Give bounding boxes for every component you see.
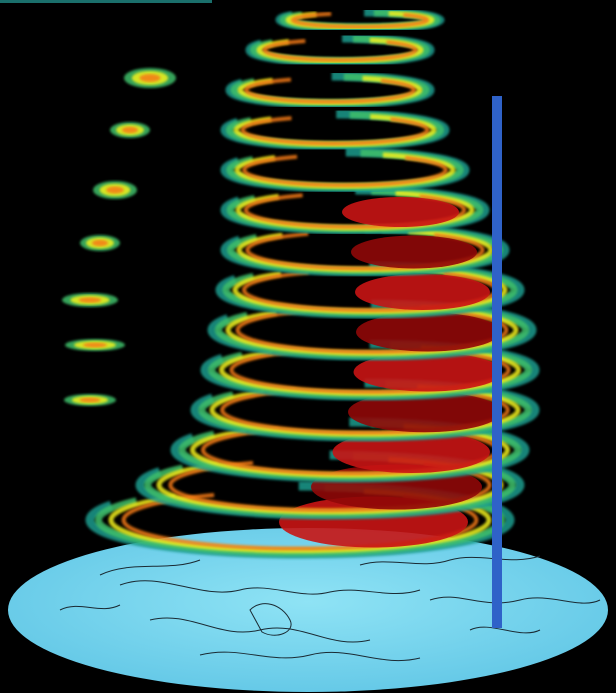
vortex-fragment [80, 235, 120, 251]
coastline-outline [119, 580, 421, 595]
coastline-outline [359, 555, 541, 566]
coastline-outline [429, 596, 601, 604]
vortex-fragment [110, 122, 150, 138]
coastline-outlines [59, 555, 601, 662]
vortex-band [225, 71, 435, 109]
vortex-fragment [124, 68, 176, 88]
vortex-fragment [64, 394, 116, 406]
vortex-band [220, 185, 490, 235]
coastline-outline [99, 559, 201, 576]
vortex-bands [62, 7, 540, 559]
vortex-fragment [62, 293, 118, 307]
vortex-band [220, 109, 450, 151]
vortex-band [245, 33, 435, 67]
vortex-band [200, 339, 540, 401]
vortex-band [190, 378, 540, 442]
vortex-band [275, 7, 445, 33]
coastline-outline [199, 651, 421, 662]
vortex-fragment [93, 181, 137, 199]
coastline-outline [249, 603, 292, 636]
vertical-axis-line [492, 96, 502, 628]
coastline-outline [469, 626, 541, 634]
coastline-outline [59, 604, 121, 611]
vortex-band [207, 299, 537, 361]
vortex-fragment [65, 339, 125, 351]
top-strip [0, 0, 212, 3]
vortex-band [220, 147, 470, 193]
globe-disk [8, 528, 608, 692]
coastline-outline [149, 617, 371, 643]
